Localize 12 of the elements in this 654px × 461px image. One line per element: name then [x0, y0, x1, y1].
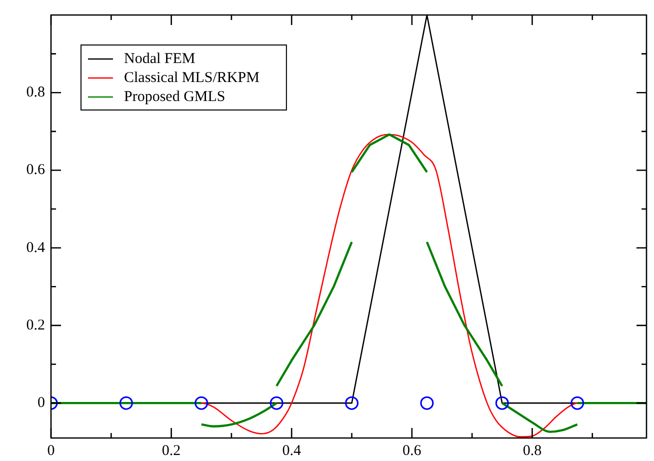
x-tick-label: 0.6 — [402, 442, 422, 459]
x-tick-label: 0.8 — [522, 442, 542, 459]
legend-label: Proposed GMLS — [124, 88, 226, 105]
y-tick-label: 0.4 — [26, 240, 46, 256]
y-tick-label: 0.8 — [26, 84, 45, 101]
y-tick-label: 0.2 — [26, 317, 45, 334]
x-tick-label: 0.2 — [162, 442, 181, 459]
legend-label: Nodal FEM — [124, 50, 196, 67]
y-tick-label: 0 — [38, 395, 45, 412]
x-tick-label: 0.4 — [282, 442, 302, 459]
y-tick-label: 0.6 — [26, 162, 46, 178]
legend-label: Classical MLS/RKPM — [124, 70, 260, 86]
